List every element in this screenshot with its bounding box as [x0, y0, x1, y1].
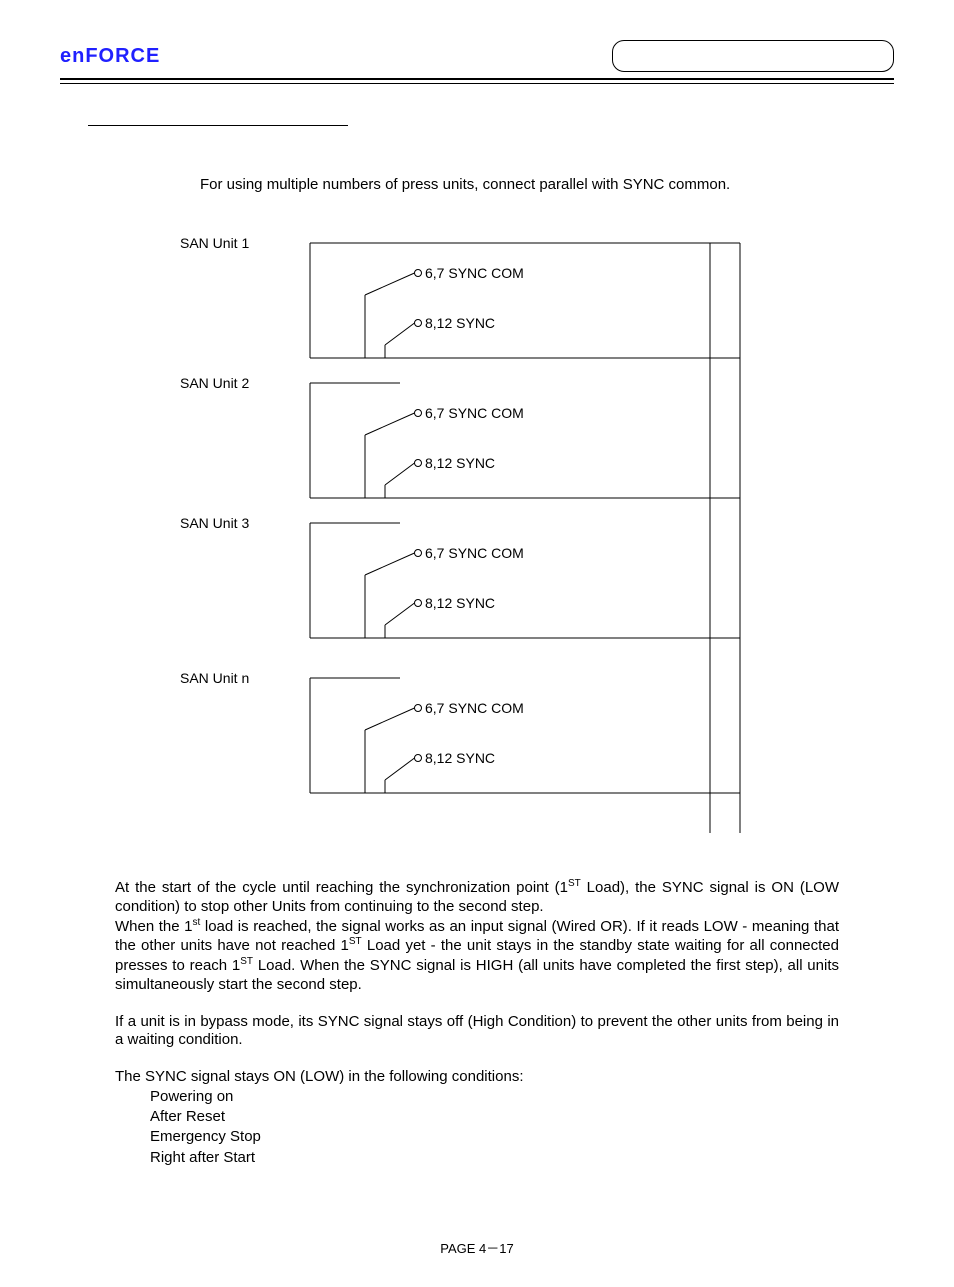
p2c-sup: ST: [240, 956, 253, 967]
paragraph-3: If a unit is in bypass mode, its SYNC si…: [115, 1013, 839, 1051]
header-row: enFORCE: [60, 40, 894, 72]
footer-b: －: [486, 1241, 499, 1256]
list-item: Emergency Stop: [150, 1127, 839, 1147]
title-box: [612, 40, 894, 72]
svg-text:8,12 SYNC: 8,12 SYNC: [425, 595, 495, 611]
p1a-sup: ST: [568, 878, 581, 889]
svg-text:8,12 SYNC: 8,12 SYNC: [425, 455, 495, 471]
intro-text: For using multiple numbers of press unit…: [200, 176, 894, 193]
wiring-diagram: SAN Unit 1 6,7 SYNC COM 8,12 SYNC SAN Unit …: [180, 223, 894, 848]
svg-text:6,7 SYNC COM: 6,7 SYNC COM: [425, 545, 524, 561]
p1a: At the start of the cycle until reaching…: [115, 879, 568, 896]
brand-logo: enFORCE: [60, 45, 160, 68]
svg-text:SAN Unit 2: SAN Unit 2: [180, 375, 249, 391]
svg-text:SAN Unit n: SAN Unit n: [180, 670, 249, 686]
footer-c: 17: [499, 1241, 513, 1256]
header-rule: [60, 78, 894, 84]
page-footer: PAGE 4－17: [60, 1238, 894, 1257]
svg-text:6,7 SYNC COM: 6,7 SYNC COM: [425, 700, 524, 716]
section-underline: [88, 124, 348, 126]
svg-text:SAN Unit 1: SAN Unit 1: [180, 235, 249, 251]
diagram-svg: SAN Unit 1 6,7 SYNC COM 8,12 SYNC SAN Unit …: [180, 223, 760, 843]
paragraph-1: At the start of the cycle until reaching…: [115, 878, 839, 995]
p2b-sup: ST: [349, 936, 362, 947]
svg-text:8,12 SYNC: 8,12 SYNC: [425, 750, 495, 766]
conditions-list: Powering on After Reset Emergency Stop R…: [150, 1087, 839, 1168]
p2a: When the 1: [115, 918, 193, 935]
list-item: Right after Start: [150, 1148, 839, 1168]
footer-a: PAGE 4: [440, 1241, 486, 1256]
page: enFORCE For using multiple numbers of pr…: [0, 0, 954, 1287]
paragraph-4: The SYNC signal stays ON (LOW) in the fo…: [115, 1068, 839, 1087]
list-item: Powering on: [150, 1087, 839, 1107]
list-item: After Reset: [150, 1107, 839, 1127]
svg-text:8,12 SYNC: 8,12 SYNC: [425, 315, 495, 331]
svg-text:6,7 SYNC COM: 6,7 SYNC COM: [425, 265, 524, 281]
svg-text:6,7 SYNC COM: 6,7 SYNC COM: [425, 405, 524, 421]
svg-text:SAN Unit 3: SAN Unit 3: [180, 515, 249, 531]
